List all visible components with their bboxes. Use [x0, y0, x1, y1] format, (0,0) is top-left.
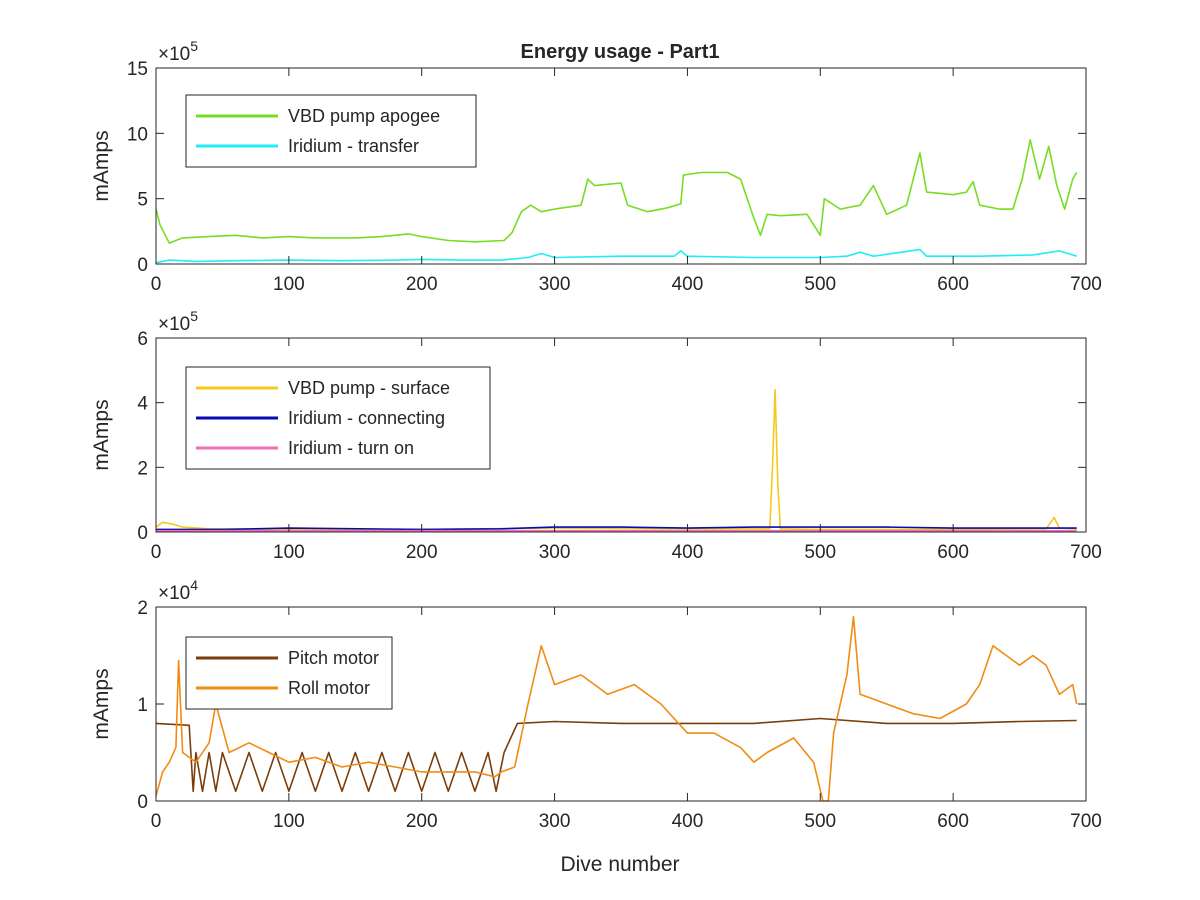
- x-tick-label: 700: [1070, 542, 1102, 563]
- y-tick-label: 2: [137, 458, 148, 479]
- x-tick-label: 0: [151, 542, 162, 563]
- x-tick-label: 500: [804, 811, 836, 832]
- legend-label: Iridium - turn on: [288, 438, 414, 458]
- x-tick-label: 100: [273, 274, 305, 295]
- x-tick-label: 300: [539, 274, 571, 295]
- y-axis-label: mAmps: [90, 399, 113, 470]
- legend-label: Pitch motor: [288, 648, 379, 668]
- legend-label: Iridium - connecting: [288, 408, 445, 428]
- y-tick-label: 10: [127, 124, 148, 145]
- x-tick-label: 100: [273, 811, 305, 832]
- series-line-iridium-connecting: [156, 526, 1077, 531]
- x-tick-label: 400: [672, 811, 704, 832]
- x-tick-label: 300: [539, 811, 571, 832]
- axes-frame: [155, 337, 1087, 533]
- x-tick-label: 700: [1070, 274, 1102, 295]
- x-axis-label: Dive number: [560, 853, 679, 876]
- x-tick-label: 600: [937, 811, 969, 832]
- series-line-vbd-pump-apogee: [155, 139, 1078, 244]
- axes-frame: [155, 67, 1087, 265]
- y-tick-label: 15: [127, 59, 148, 80]
- series-line-pitch-motor: [155, 717, 1077, 793]
- legend-label: VBD pump - surface: [288, 378, 450, 398]
- y-tick-label: 2: [137, 598, 148, 619]
- y-tick-label: 5: [137, 190, 148, 211]
- y-tick-label: 6: [137, 329, 148, 350]
- panel-bottom: 0 100 200 300 400 500 600 700 0 1 2 ×104 mAmps Pitch …: [90, 577, 1102, 832]
- figure-title: Energy usage - Part1: [521, 41, 720, 63]
- legend-label: Roll motor: [288, 678, 370, 698]
- y-tick-label: 1: [137, 695, 148, 716]
- x-tick-label: 400: [672, 274, 704, 295]
- legend: Pitch motor Roll motor: [185, 636, 393, 710]
- series-line-vbd-pump-surface: [155, 388, 1077, 531]
- y-exponent-label: ×105: [158, 308, 198, 335]
- legend-label: Iridium - transfer: [288, 136, 419, 156]
- panel-middle: 0 100 200 300 400 500 600 700 0 2 4 6 ×105 mAmps VBD p…: [90, 308, 1102, 563]
- y-exponent-label: ×105: [158, 38, 198, 65]
- x-tick-label: 0: [151, 274, 162, 295]
- y-tick-label: 0: [137, 523, 148, 544]
- y-exponent-label: ×104: [158, 577, 198, 604]
- legend-box: [185, 636, 393, 710]
- x-tick-label: 200: [406, 274, 438, 295]
- legend: VBD pump - surface Iridium - connecting Ir…: [185, 366, 491, 470]
- x-tick-label: 0: [151, 811, 162, 832]
- legend: VBD pump apogee Iridium - transfer: [185, 94, 477, 168]
- y-axis-label: mAmps: [90, 668, 113, 739]
- legend-label: VBD pump apogee: [288, 106, 440, 126]
- x-tick-label: 200: [406, 811, 438, 832]
- y-tick-label: 4: [137, 394, 148, 415]
- panel-top: 0 100 200 300 400 500 600 700 0 5 10 15 ×105 mAmps VBD…: [90, 38, 1102, 295]
- x-tick-label: 600: [937, 274, 969, 295]
- legend-box: [185, 94, 477, 168]
- x-tick-label: 300: [539, 542, 571, 563]
- x-tick-label: 700: [1070, 811, 1102, 832]
- x-tick-label: 200: [406, 542, 438, 563]
- x-tick-label: 500: [804, 542, 836, 563]
- x-tick-label: 500: [804, 274, 836, 295]
- x-tick-label: 400: [672, 542, 704, 563]
- x-tick-label: 100: [273, 542, 305, 563]
- y-axis-label: mAmps: [90, 130, 113, 201]
- y-tick-label: 0: [137, 255, 148, 276]
- series-line-roll-motor: [155, 615, 1078, 802]
- y-tick-label: 0: [137, 792, 148, 813]
- x-tick-label: 600: [937, 542, 969, 563]
- series-line-iridium-transfer: [155, 248, 1077, 264]
